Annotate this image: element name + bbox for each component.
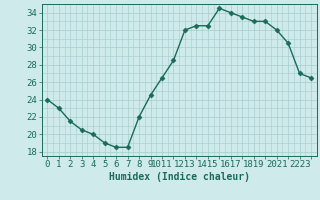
X-axis label: Humidex (Indice chaleur): Humidex (Indice chaleur) <box>109 172 250 182</box>
